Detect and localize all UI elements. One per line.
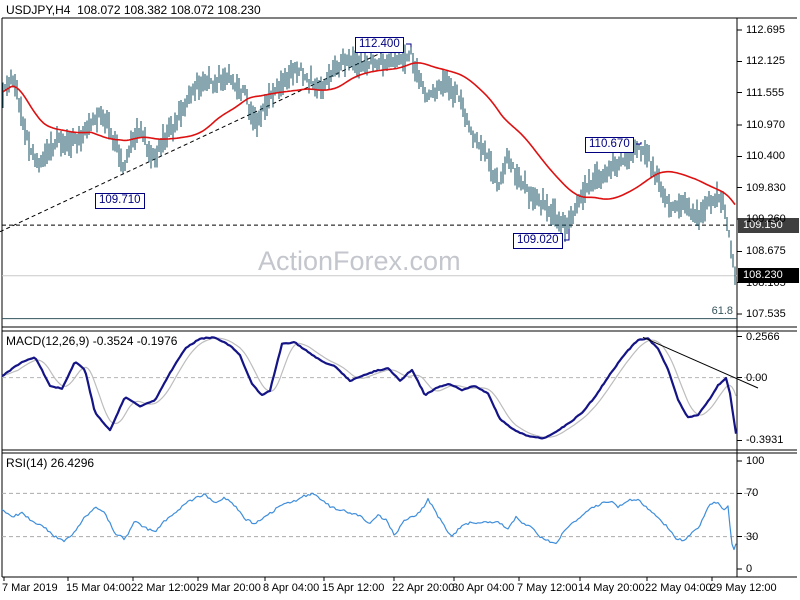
macd-signal-line	[1, 337, 737, 438]
rsi-line	[1, 492, 737, 551]
macd-line	[1, 336, 738, 440]
candlestick-series	[2, 44, 736, 286]
moving-average-line	[2, 62, 736, 206]
watermark: ActionForex.com	[258, 246, 461, 276]
macd-trendline	[642, 336, 759, 389]
annotation-connector	[406, 43, 412, 48]
annotation-connector	[564, 229, 570, 241]
annotation-connector	[636, 142, 642, 145]
ascending-trendline	[0, 43, 401, 233]
